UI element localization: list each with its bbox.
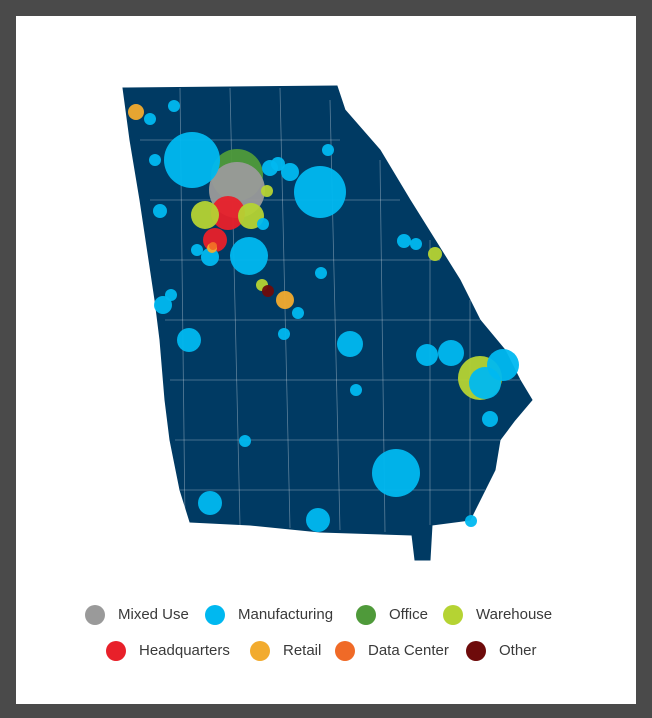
map-bubble[interactable] — [165, 289, 177, 301]
map-bubble[interactable] — [201, 248, 219, 266]
map-bubble[interactable] — [261, 185, 273, 197]
map-bubble[interactable] — [191, 201, 219, 229]
map-bubble[interactable] — [306, 508, 330, 532]
map-bubble[interactable] — [337, 331, 363, 357]
map-bubble[interactable] — [128, 104, 144, 120]
map-bubble[interactable] — [292, 307, 304, 319]
legend-label[interactable]: Mixed Use — [118, 606, 189, 623]
legend-swatch[interactable] — [205, 605, 225, 625]
map-bubble[interactable] — [153, 204, 167, 218]
legend: Mixed Use Manufacturing Office Warehouse Hea… — [85, 605, 552, 661]
legend-swatch[interactable] — [356, 605, 376, 625]
map-bubble[interactable] — [257, 218, 269, 230]
legend-swatch[interactable] — [106, 641, 126, 661]
legend-label[interactable]: Retail — [283, 642, 321, 659]
legend-swatch[interactable] — [443, 605, 463, 625]
bubble-layer — [128, 100, 519, 532]
legend-label[interactable]: Other — [499, 642, 537, 659]
legend-swatch[interactable] — [85, 605, 105, 625]
map-bubble[interactable] — [278, 328, 290, 340]
map-bubble[interactable] — [177, 328, 201, 352]
map-bubble[interactable] — [271, 157, 285, 171]
map-bubble[interactable] — [482, 411, 498, 427]
map-bubble[interactable] — [230, 237, 268, 275]
map-bubble[interactable] — [198, 491, 222, 515]
map-bubble[interactable] — [239, 435, 251, 447]
map-bubble[interactable] — [315, 267, 327, 279]
map-bubble[interactable] — [154, 296, 172, 314]
map-bubble[interactable] — [465, 515, 477, 527]
map-bubble[interactable] — [350, 384, 362, 396]
legend-label[interactable]: Data Center — [368, 642, 449, 659]
map-bubble[interactable] — [168, 100, 180, 112]
map-bubble[interactable] — [144, 113, 156, 125]
map-bubble[interactable] — [211, 196, 245, 230]
legend-swatch[interactable] — [335, 641, 355, 661]
map-bubble[interactable] — [428, 247, 442, 261]
map-bubble[interactable] — [397, 234, 411, 248]
map-bubble[interactable] — [322, 144, 334, 156]
map-bubble[interactable] — [469, 367, 501, 399]
map-bubble[interactable] — [438, 340, 464, 366]
map-bubble[interactable] — [262, 285, 274, 297]
legend-label[interactable]: Headquarters — [139, 642, 230, 659]
legend-label[interactable]: Warehouse — [476, 606, 552, 623]
map-bubble[interactable] — [191, 244, 203, 256]
legend-label[interactable]: Office — [389, 606, 428, 623]
map-bubble[interactable] — [164, 132, 220, 188]
map-bubble[interactable] — [410, 238, 422, 250]
map-bubble[interactable] — [281, 163, 299, 181]
map-bubble[interactable] — [209, 242, 217, 250]
map-bubble[interactable] — [149, 154, 161, 166]
legend-label[interactable]: Manufacturing — [238, 606, 333, 623]
map-bubble[interactable] — [372, 449, 420, 497]
map-bubble[interactable] — [416, 344, 438, 366]
map-bubble[interactable] — [294, 166, 346, 218]
legend-swatch[interactable] — [466, 641, 486, 661]
legend-swatch[interactable] — [250, 641, 270, 661]
map-bubble[interactable] — [276, 291, 294, 309]
